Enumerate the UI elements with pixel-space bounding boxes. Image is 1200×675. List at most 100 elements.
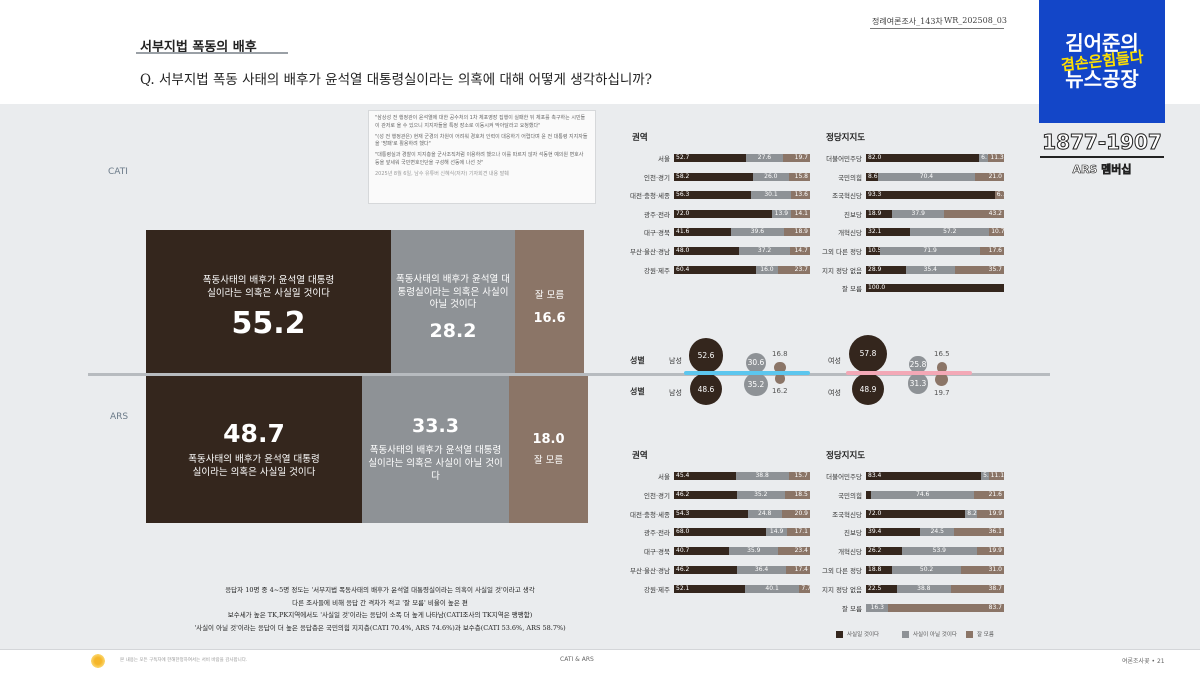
- row-label: 대전·충청·세종: [629, 192, 670, 201]
- bar-value: 18.0: [532, 431, 565, 447]
- stacked-bar: 18.9 37.9 43.2: [866, 209, 1004, 218]
- bar-desc: 폭동사태의 배후가 윤석열 대통령실이라는 의혹은 사실이 아닐 것이다: [396, 273, 510, 311]
- bar-segment: 10.7: [989, 228, 1004, 237]
- stacked-bar: 72.0 8.2 19.9: [866, 509, 1005, 518]
- cati-party-title: 정당지지도: [826, 133, 866, 143]
- bar-segment: 20.9: [781, 509, 810, 518]
- page-footer: [0, 649, 1200, 675]
- bar-segment: 43.2: [944, 209, 1004, 218]
- bar-segment: 70.4: [877, 172, 975, 181]
- row-label: 잘 모름: [841, 285, 862, 294]
- stacked-bar: 83.45.511.1: [866, 472, 1004, 480]
- legend-label: 사실일 것이다: [847, 632, 880, 638]
- sex-value-ars: 16.2: [772, 386, 788, 395]
- ars-total-bar-notbelieve: 33.3 폭동사태의 배후가 윤석열 대통령실이라는 의혹은 사실이 아닐 것이…: [362, 376, 509, 523]
- bar-desc: 잘 모름: [533, 454, 564, 466]
- bar-segment: 37.2: [739, 247, 790, 255]
- legend-believe: 사실일 것이다: [836, 630, 879, 638]
- female-label-ars: 여성: [828, 389, 841, 397]
- stacked-bar: 26.2 53.9 19.9: [866, 547, 1004, 556]
- row-label: 광주·전라: [644, 210, 670, 219]
- bar-segment: 24.5: [920, 528, 955, 537]
- bar-segment: 40.1: [744, 584, 800, 593]
- row-label: 대구·경북: [644, 548, 670, 557]
- bar-segment: 74.6: [871, 490, 975, 499]
- quote-line: "대통령실과 경찰이 지지층을 군사조직처럼 이용하려 했으나 이를 따르지 않…: [375, 152, 584, 166]
- bar-segment: 46.2: [674, 490, 737, 499]
- stacked-bar: 72.0 13.9 14.1: [674, 209, 810, 218]
- bar-segment: 28.9: [866, 265, 906, 274]
- bar-segment: [866, 490, 872, 499]
- stacked-bar: 74.6 21.6: [866, 490, 1004, 499]
- quote-source: 2025년 8월 6일, 남수 유튜버 신혜식(저자) 기자회견 내용 발췌: [375, 170, 509, 177]
- stacked-bar: 28.9 35.4 35.7: [866, 265, 1004, 274]
- bar-segment: 8.6: [866, 172, 878, 181]
- row-label: 국민의힘: [838, 491, 862, 500]
- footer-page: 여론조사꽃 • 21: [1122, 658, 1165, 665]
- bar-segment: 35.4: [905, 265, 955, 274]
- legend-label: 잘 모름: [977, 632, 994, 638]
- ars-label: ARS: [110, 412, 129, 422]
- note-line: 응답자 10명 중 4~5명 정도는 '서부지법 폭동사태의 배후가 윤석열 대…: [225, 586, 535, 594]
- ars-total-bar-unknown: 18.0 잘 모름: [509, 376, 588, 523]
- stacked-bar: 22.5 38.8 38.7: [866, 584, 1004, 593]
- note-line: 보수세가 높은 TK,PK지역에서도 '사실일 것'이라는 응답이 소폭 더 높…: [227, 611, 533, 620]
- stacked-bar: 8.6 70.4 21.0: [866, 172, 1004, 181]
- sex-label-cati: 성별: [630, 356, 645, 365]
- male-label-cati: 남성: [669, 357, 682, 365]
- row-label: 서울: [658, 473, 670, 481]
- female-label-cati: 여성: [828, 357, 841, 365]
- bar-segment: 31.0: [961, 566, 1004, 574]
- bar-segment: 18.8: [866, 566, 892, 574]
- row-label: 대구·경북: [644, 229, 670, 238]
- bar-segment: 14.7: [789, 247, 810, 255]
- issue-underline: [870, 28, 1004, 29]
- row-label: 더불어민주당: [826, 155, 862, 163]
- bar-segment: 27.6: [745, 154, 784, 162]
- issue-code: WR_202508_03: [944, 16, 1007, 25]
- bar-segment: 13.6: [791, 191, 810, 200]
- sex-bubble-cati: 57.8: [848, 334, 888, 373]
- sex-bubble-cati: 25.8: [909, 355, 927, 373]
- bar-segment: 39.6: [730, 228, 785, 237]
- stacked-bar: 60.4 16.0 23.7: [674, 265, 810, 274]
- legend-unknown: 잘 모름: [966, 630, 994, 638]
- row-label: 지지 정당 없음: [821, 266, 862, 275]
- stacked-bar: 100.0: [866, 284, 1004, 293]
- stacked-bar: 39.4 24.5 36.1: [866, 528, 1004, 537]
- bar-segment: 16.0: [756, 265, 778, 274]
- bar-segment: 19.7: [783, 154, 810, 162]
- sex-bubble-ars: 31.3: [907, 373, 929, 394]
- bar-segment: 41.6: [674, 228, 731, 237]
- bar-segment: 36.4: [736, 566, 787, 574]
- bar-segment: 37.9: [892, 209, 945, 218]
- bar-segment: 11.1: [988, 472, 1004, 480]
- stacked-bar: 32.1 57.2 10.7: [866, 228, 1004, 237]
- bar-segment: 10.5: [866, 247, 881, 255]
- bar-segment: 23.7: [777, 265, 810, 274]
- bar-segment: 38.7: [950, 584, 1004, 593]
- cati-total-bar-believe: 폭동사태의 배후가 윤석열 대통령실이라는 의혹은 사실일 것이다 55.2: [146, 230, 391, 386]
- quote-box: "삼상성 전 행정관이 윤석열에 대한 공수처의 1차 체포영장 집행이 실패한…: [368, 110, 596, 204]
- ars-party-title: 정당지지도: [826, 451, 866, 461]
- bar-desc: 폭동사태의 배후가 윤석열 대통령실이라는 의혹은 사실일 것이다: [188, 454, 320, 478]
- sex-bubble-ars: 48.6: [689, 373, 723, 406]
- episode-divider: [1040, 156, 1164, 158]
- bar-segment: 22.5: [866, 584, 898, 593]
- bar-segment: 32.1: [866, 228, 911, 237]
- stacked-bar: 52.7 27.6 19.7: [674, 154, 810, 162]
- bar-segment: 17.1: [786, 528, 810, 537]
- sex-label-ars: 성별: [630, 387, 645, 396]
- topic-title: 서부지법 폭동의 배후: [140, 40, 257, 55]
- bar-segment: 83.7: [888, 603, 1004, 612]
- bar-segment: 83.4: [866, 472, 982, 480]
- note-line: '사실이 아닐 것'이라는 응답이 더 높은 응답층은 국민의힘 지지층(CAT…: [194, 624, 566, 633]
- issue-title: 정례여론조사_143차: [872, 17, 943, 26]
- ars-total-bar-believe: 48.7 폭동사태의 배후가 윤석열 대통령실이라는 의혹은 사실일 것이다: [146, 376, 362, 523]
- stacked-bar: 54.3 24.8 20.9: [674, 509, 810, 518]
- bar-segment: 35.9: [729, 547, 779, 556]
- row-label: 조국혁신당: [832, 192, 862, 201]
- stacked-bar: 52.1 40.1 7.7: [674, 584, 810, 593]
- row-label: 그외 다른 정당: [821, 248, 862, 256]
- legend-label: 사실이 아닐 것이다: [913, 632, 957, 638]
